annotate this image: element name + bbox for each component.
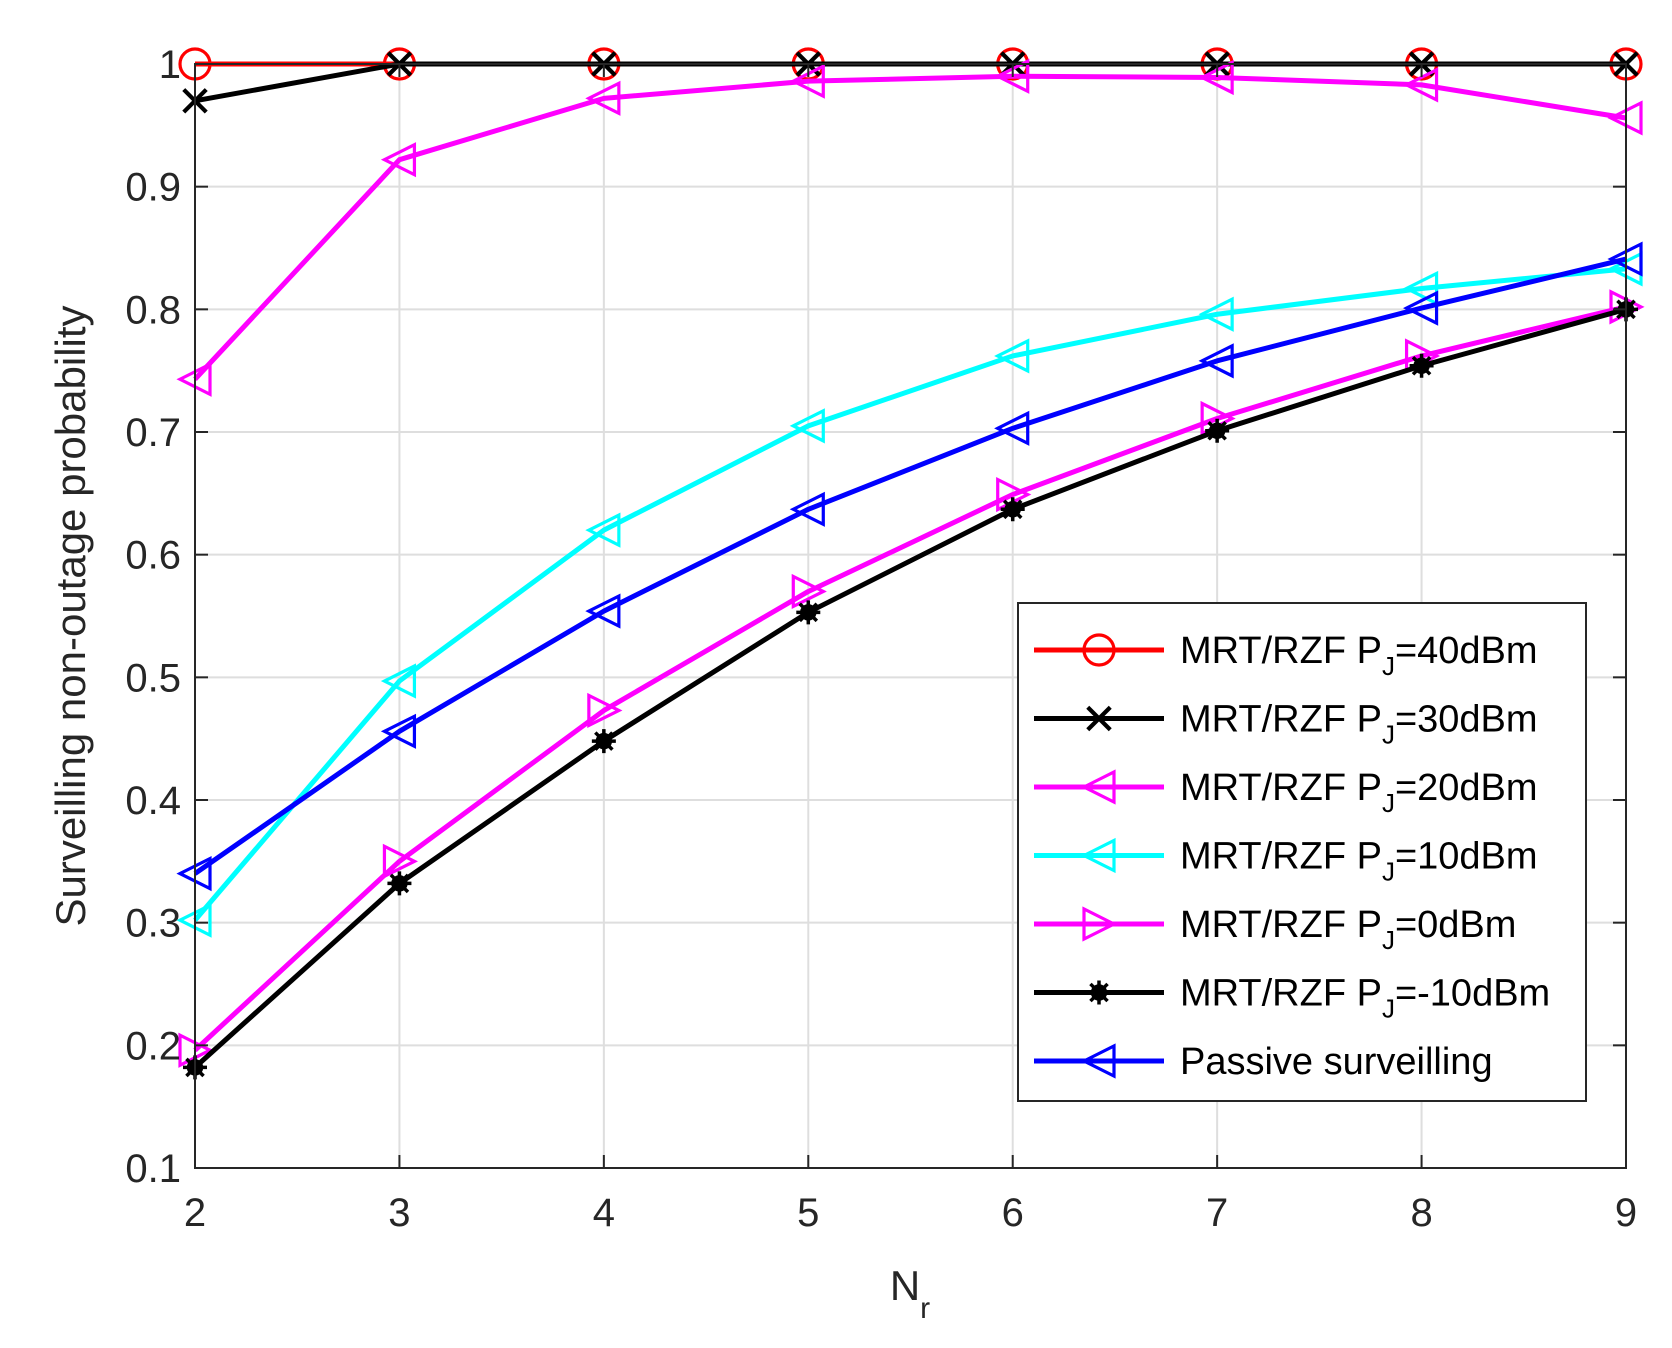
data-point [1402,67,1439,103]
data-point [1198,343,1234,379]
series-line [193,266,1627,922]
x-tick-label: 5 [797,1191,819,1235]
data-point-rays [1205,418,1230,443]
legend-label-text: MRT/RZF P [1180,836,1382,878]
y-axis-title: Surveilling non-outage probability [47,305,94,926]
legend-item-7: Passive surveilling [1034,1041,1493,1083]
x-axis-title-sub: r [920,1292,930,1325]
legend-label-text: MRT/RZF P [1180,630,1382,672]
legend-label-suffix: =40dBm [1395,630,1538,672]
data-point [1080,1043,1116,1079]
data-point-rays [1409,353,1434,378]
data-point [1086,705,1112,732]
data-point [1082,906,1118,942]
y-tick-label: 0.5 [125,656,181,700]
data-point [380,713,417,749]
legend-label-subscript: J [1382,651,1395,681]
y-tick-label: 0.3 [125,902,181,946]
legend-label-suffix: =10dBm [1395,836,1538,878]
x-tick-label: 4 [593,1191,615,1235]
legend-label-text: MRT/RZF P [1180,767,1382,809]
legend-label-text: Passive surveilling [1180,1041,1493,1083]
x-axis-title: Nr [890,1262,930,1325]
x-axis-title-main: N [890,1262,920,1309]
data-point [380,142,417,178]
legend-label: Passive surveilling [1180,1041,1493,1083]
data-point [1402,270,1439,307]
legend-label-suffix: =20dBm [1395,767,1538,809]
axis-ticks: 2 3 4 5 6 7 8 9 0.1 0.2 0.3 0.4 0.5 0.6 0.7 0.8 0.9 1 [125,43,1637,1235]
data-point [1080,837,1116,874]
legend-label: MRT/RZF PJ=30dBm [1180,699,1538,750]
data-point [789,408,825,444]
data-point [1402,290,1439,326]
data-point-rays [1087,980,1111,1005]
x-tick-label: 2 [184,1191,206,1235]
series-line [193,304,1627,1053]
legend-item-2: MRT/RZF PJ=30dBm [1034,699,1538,750]
data-point [994,338,1030,374]
y-tick-label: 0.9 [125,166,181,210]
data-point [587,692,623,729]
data-point-rays [591,729,616,754]
y-tick-label: 0.2 [125,1024,181,1068]
y-tick-label: 1 [159,43,181,87]
data-point [791,573,827,610]
series-6 [183,297,1638,1080]
series-line [193,73,1627,381]
legend-label: MRT/RZF PJ=40dBm [1180,630,1538,681]
data-point [994,410,1030,446]
data-point [382,843,419,879]
x-tick-label: 7 [1206,1191,1228,1235]
y-tick-label: 0.1 [125,1147,181,1191]
legend-item-6: MRT/RZF PJ=-10dBm [1034,973,1550,1024]
legend-label-subscript: J [1382,788,1395,818]
y-tick-label: 0.4 [125,779,181,823]
y-tick-label: 0.6 [125,534,181,578]
x-tick-label: 8 [1410,1191,1432,1235]
legend-item-1: MRT/RZF PJ=40dBm [1034,630,1538,681]
plot-frame [194,63,1627,1169]
legend-item-5: MRT/RZF PJ=0dBm [1034,904,1516,955]
series-line [193,256,1627,876]
data-point-rays [796,600,821,625]
y-tick-label: 0.7 [125,411,181,455]
data-point [789,491,825,527]
data-point [585,512,621,548]
legend-label-suffix: =-10dBm [1395,973,1550,1015]
y-tick-label: 0.8 [125,288,181,332]
x-tick-label: 9 [1615,1191,1637,1235]
data-point [585,593,621,629]
legend-label-text: MRT/RZF P [1180,973,1382,1015]
x-tick-label: 3 [388,1191,410,1235]
data-point [585,80,621,116]
data-point [380,663,417,699]
legend-label-subscript: J [1382,720,1395,750]
series-3 [176,58,1643,397]
data-point [1080,769,1116,805]
legend-label: MRT/RZF PJ=-10dBm [1180,973,1550,1024]
data-point [1082,633,1116,667]
data-point-rays [1000,497,1025,522]
data-point-rays [387,871,412,896]
legend-label-subscript: J [1382,857,1395,887]
legend-label-suffix: =30dBm [1395,699,1538,741]
data-point [1198,296,1234,332]
legend-label-subscript: J [1382,994,1395,1024]
series-line [193,306,1627,1070]
legend-label-text: MRT/RZF P [1180,904,1382,946]
legend-item-4: MRT/RZF PJ=10dBm [1034,836,1538,887]
legend-label-suffix: =0dBm [1395,904,1516,946]
legend-label: MRT/RZF PJ=0dBm [1180,904,1516,955]
x-tick-label: 6 [1002,1191,1024,1235]
legend-label: MRT/RZF PJ=20dBm [1180,767,1538,818]
legend-label-text: MRT/RZF P [1180,699,1382,741]
legend-item-3: MRT/RZF PJ=20dBm [1034,767,1538,818]
legend-label-subscript: J [1382,925,1395,955]
legend-label: MRT/RZF PJ=10dBm [1180,836,1538,887]
